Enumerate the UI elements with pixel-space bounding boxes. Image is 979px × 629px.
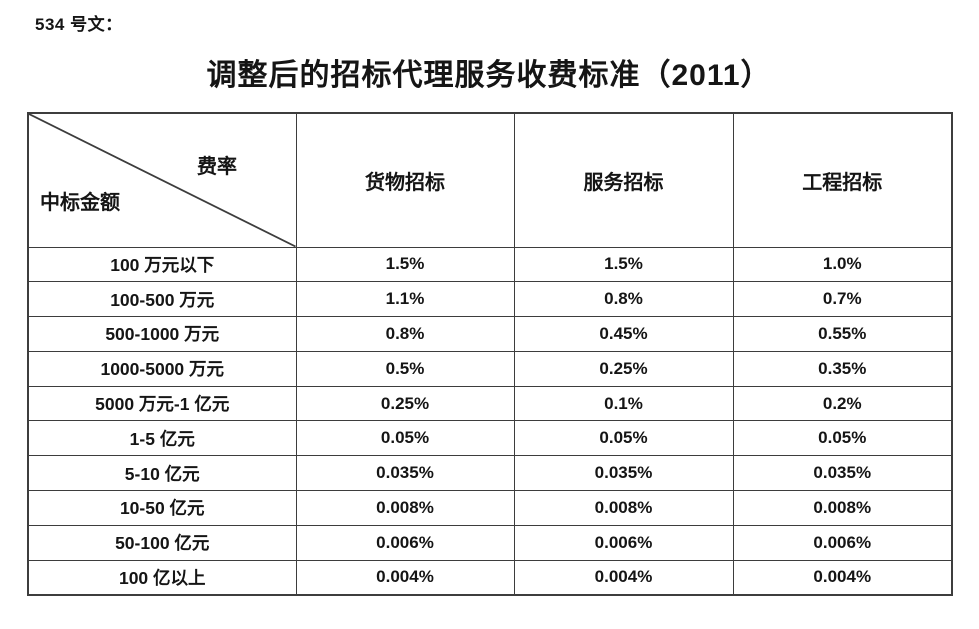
doc-number-label: 534 号文： (35, 15, 123, 34)
table-row: 50-100 亿元 0.006% 0.006% 0.006% (27, 524, 953, 561)
rate-cell: 0.05% (513, 420, 734, 457)
rate-cell: 0.035% (513, 455, 734, 492)
rate-cell: 0.006% (732, 524, 953, 561)
row-label: 10-50 亿元 (27, 490, 297, 526)
row-label: 5-10 亿元 (27, 455, 297, 492)
table-row: 100 亿以上 0.004% 0.004% 0.004% (27, 559, 953, 596)
column-header-engineering: 工程招标 (732, 112, 953, 248)
table-row: 100 万元以下 1.5% 1.5% 1.0% (27, 246, 953, 283)
rate-cell: 0.035% (295, 455, 515, 492)
corner-header-cell: 费率 中标金额 (27, 112, 297, 248)
corner-label-rate: 费率 (197, 156, 237, 178)
rate-cell: 0.25% (295, 385, 515, 422)
rate-cell: 1.0% (732, 246, 953, 283)
row-label: 5000 万元-1 亿元 (27, 385, 297, 422)
rate-cell: 0.004% (295, 559, 515, 596)
corner-label-bid-amount: 中标金额 (40, 192, 120, 214)
row-label: 500-1000 万元 (27, 316, 297, 352)
row-label: 50-100 亿元 (27, 524, 297, 561)
rate-cell: 0.8% (295, 316, 515, 352)
column-header-goods: 货物招标 (295, 112, 515, 248)
fee-table: 费率 中标金额 货物招标 服务招标 工程招标 100 万元以下 1.5% 1.5% 1… (27, 112, 953, 596)
rate-cell: 0.008% (513, 490, 734, 526)
rate-cell: 0.035% (732, 455, 953, 492)
rate-cell: 0.5% (295, 350, 515, 387)
table-header-row: 费率 中标金额 货物招标 服务招标 工程招标 (27, 112, 953, 248)
row-label: 100 万元以下 (27, 246, 297, 283)
page-title: 调整后的招标代理服务收费标准（2011） (206, 59, 772, 92)
table-row: 10-50 亿元 0.008% 0.008% 0.008% (27, 490, 953, 526)
rate-cell: 0.55% (732, 316, 953, 352)
table-body: 100 万元以下 1.5% 1.5% 1.0% 100-500 万元 1.1% 0.8% 0.… (27, 246, 953, 596)
rate-cell: 0.008% (732, 490, 953, 526)
rate-cell: 0.006% (513, 524, 734, 561)
rate-cell: 0.7% (732, 281, 953, 318)
rate-cell: 0.004% (732, 559, 953, 596)
row-label: 1000-5000 万元 (27, 350, 297, 387)
rate-cell: 0.45% (513, 316, 734, 352)
table-row: 5-10 亿元 0.035% 0.035% 0.035% (27, 455, 953, 492)
rate-cell: 0.25% (513, 350, 734, 387)
rate-cell: 0.006% (295, 524, 515, 561)
rate-cell: 0.004% (513, 559, 734, 596)
rate-cell: 0.35% (732, 350, 953, 387)
rate-cell: 1.5% (295, 246, 515, 283)
rate-cell: 0.1% (513, 385, 734, 422)
table-row: 100-500 万元 1.1% 0.8% 0.7% (27, 281, 953, 318)
column-header-services: 服务招标 (513, 112, 734, 248)
table-row: 5000 万元-1 亿元 0.25% 0.1% 0.2% (27, 385, 953, 422)
rate-cell: 0.2% (732, 385, 953, 422)
rate-cell: 0.05% (295, 420, 515, 457)
rate-cell: 1.5% (513, 246, 734, 283)
rate-cell: 0.008% (295, 490, 515, 526)
diagonal-divider-line (29, 114, 295, 246)
table-row: 1000-5000 万元 0.5% 0.25% 0.35% (27, 350, 953, 387)
row-label: 100-500 万元 (27, 281, 297, 318)
rate-cell: 0.05% (732, 420, 953, 457)
table-row: 500-1000 万元 0.8% 0.45% 0.55% (27, 316, 953, 352)
table-row: 1-5 亿元 0.05% 0.05% 0.05% (27, 420, 953, 457)
rate-cell: 0.8% (513, 281, 734, 318)
row-label: 100 亿以上 (27, 559, 297, 596)
row-label: 1-5 亿元 (27, 420, 297, 457)
rate-cell: 1.1% (295, 281, 515, 318)
